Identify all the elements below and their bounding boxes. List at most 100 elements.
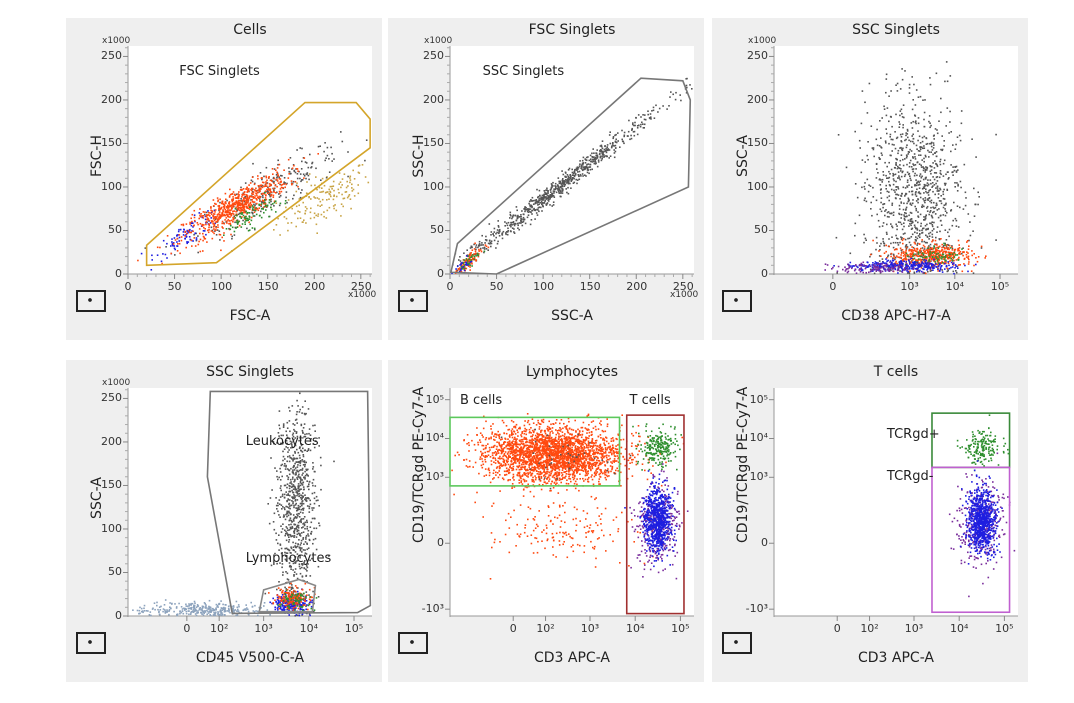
event-dot — [900, 168, 902, 170]
event-dot — [241, 213, 243, 215]
event-dot — [870, 269, 873, 271]
event-dot — [877, 263, 879, 265]
event-dot — [277, 175, 279, 177]
event-dot — [465, 267, 468, 270]
event-dot — [925, 259, 927, 262]
event-dot — [877, 172, 879, 174]
event-dot — [206, 214, 208, 216]
event-dot — [631, 127, 633, 130]
event-dot — [902, 252, 905, 255]
event-dot — [455, 268, 457, 270]
event-dot — [923, 216, 925, 218]
event-dot — [261, 184, 264, 187]
event-dot — [301, 179, 303, 181]
event-dot — [229, 220, 231, 222]
event-dot — [881, 258, 884, 260]
event-dot — [353, 178, 356, 180]
event-dot — [478, 245, 480, 247]
event-dot — [301, 507, 304, 510]
event-dot — [915, 207, 917, 210]
event-dot — [305, 591, 308, 593]
event-dot — [281, 566, 283, 569]
gate-rectangle-tool-icon[interactable] — [72, 286, 108, 314]
event-dot — [886, 263, 889, 266]
event-dot — [977, 203, 979, 206]
event-dot — [947, 171, 949, 173]
event-dot — [570, 187, 572, 189]
event-dot — [264, 190, 267, 192]
event-dot — [203, 226, 205, 229]
event-dot — [892, 178, 895, 180]
event-dot — [944, 256, 947, 259]
event-dot — [925, 143, 928, 145]
gate-ssc-singlets[interactable] — [449, 77, 692, 275]
event-dot — [281, 175, 283, 177]
event-dot — [278, 424, 280, 427]
event-dot — [191, 610, 194, 613]
gate-fsc-singlets[interactable] — [145, 101, 371, 267]
event-dot — [928, 156, 930, 158]
event-dot — [907, 268, 909, 270]
event-dot — [221, 200, 224, 203]
gate-rectangle-tool-icon[interactable] — [718, 286, 754, 314]
event-dot — [212, 205, 215, 207]
event-dot — [248, 184, 250, 186]
event-dot — [941, 269, 944, 271]
event-dot — [936, 249, 939, 251]
event-dot — [223, 206, 226, 208]
event-dot — [139, 606, 141, 609]
event-dot — [906, 270, 908, 272]
event-dot — [159, 246, 161, 249]
event-dot — [971, 138, 973, 140]
gate-rectangle-tool-icon[interactable] — [72, 628, 108, 656]
event-dot — [178, 236, 181, 239]
event-dot — [289, 173, 291, 175]
event-dot — [892, 183, 895, 186]
event-dot — [265, 204, 267, 207]
event-dot — [860, 171, 863, 174]
event-dot — [886, 196, 889, 199]
event-dot — [929, 246, 932, 249]
event-dot — [915, 240, 917, 242]
event-dot — [975, 263, 977, 266]
gate-rectangle-tool-icon[interactable] — [394, 286, 430, 314]
event-dot — [278, 190, 281, 193]
event-dot — [939, 257, 941, 259]
event-dot — [924, 201, 926, 204]
event-dot — [916, 181, 918, 184]
event-dot — [902, 251, 905, 253]
event-dot — [279, 487, 282, 489]
event-dot — [564, 175, 566, 178]
event-dot — [867, 265, 870, 267]
event-dot — [897, 252, 900, 255]
event-dot — [968, 239, 970, 242]
event-dot — [973, 253, 975, 255]
event-dot — [581, 169, 584, 172]
event-dot — [922, 99, 924, 101]
event-dot — [931, 229, 934, 232]
event-dot — [248, 197, 251, 199]
event-dot — [936, 209, 939, 211]
event-dot — [908, 268, 911, 270]
event-dot — [166, 242, 168, 245]
event-dot — [943, 250, 945, 253]
event-dot — [312, 478, 315, 481]
event-dot — [557, 187, 560, 189]
event-dot — [914, 164, 917, 166]
event-dot — [569, 177, 571, 180]
event-dot — [518, 216, 520, 218]
event-dot — [463, 268, 466, 271]
event-dot — [601, 154, 604, 156]
event-dot — [892, 211, 895, 214]
event-dot — [340, 203, 343, 205]
event-dot — [854, 234, 856, 237]
event-dot — [156, 604, 158, 607]
event-dot — [294, 171, 297, 174]
event-dot — [928, 252, 930, 255]
event-dot — [553, 188, 555, 190]
event-dot — [890, 138, 893, 141]
event-dot — [652, 106, 655, 109]
event-dot — [304, 494, 306, 496]
event-dot — [940, 256, 943, 258]
event-dot — [286, 532, 288, 534]
